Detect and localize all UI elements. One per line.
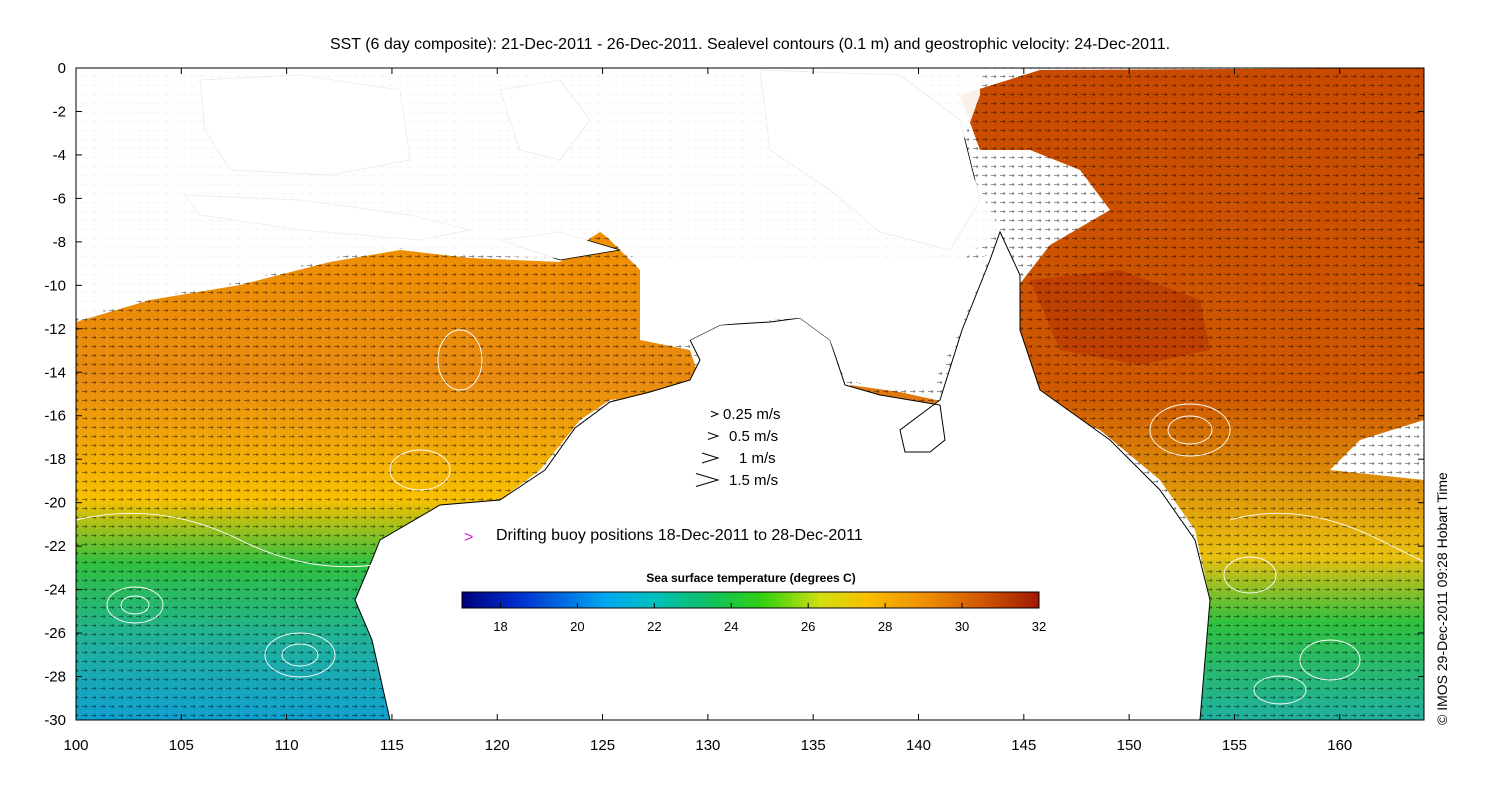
velocity-label-2: 1 m/s [739,450,776,467]
y-tick-label: -26 [44,625,66,642]
contour-eddy [1253,675,1307,705]
velocity-legend-arrow [707,432,720,440]
buoy-legend-label: Drifting buoy positions 18-Dec-2011 to 2… [496,527,863,544]
colorbar-tick-label: 18 [493,619,507,634]
x-tick-label: 100 [63,737,88,754]
x-tick-label: 105 [169,737,194,754]
y-tick-label: -24 [44,582,66,599]
contour-eddy [437,329,483,391]
colorbar-tick-label: 20 [570,619,584,634]
velocity-label-0: 0.25 m/s [723,406,781,423]
y-tick-label: -16 [44,408,66,425]
contour-eddy [1299,639,1361,681]
y-tick-label: -20 [44,495,66,512]
velocity-legend-arrows [695,410,720,487]
contour-eddy [389,449,451,491]
y-tick-label: -8 [53,234,66,251]
nodata-gulf [640,255,990,390]
colorbar-tick-label: 24 [724,619,738,634]
contour-line [1229,512,1436,568]
velocity-label-1: 0.5 m/s [729,428,779,445]
x-tick-label: 120 [485,737,510,754]
buoy-marker-icon: > [464,529,473,546]
x-tick-label: 130 [695,737,720,754]
velocity-legend-arrow [710,410,720,418]
colorbar-ticks: 18 20 22 24 26 28 30 32 [493,603,1046,634]
y-tick-label: -12 [44,321,66,338]
contour-eddy [264,632,336,678]
x-tick-label: 145 [1011,737,1036,754]
y-tick-label: -28 [44,669,66,686]
contour-eddy [281,643,319,667]
no-data-masks [76,68,1000,390]
contour-line [75,512,401,568]
y-tick-label: -30 [44,712,66,729]
contour-eddy [106,586,164,624]
colorbar-tick-label: 26 [801,619,815,634]
y-tick-label: -22 [44,538,66,555]
x-tick-label: 135 [801,737,826,754]
x-tick-label: 110 [275,737,299,754]
velocity-legend-arrow [701,452,720,464]
velocity-legend-arrow [695,473,720,487]
colorbar-tick-label: 32 [1032,619,1046,634]
y-tick-label: -4 [53,147,66,164]
y-tick-label: -18 [44,451,66,468]
x-tick-label: 125 [590,737,615,754]
credit-text: © IMOS 29-Dec-2011 09:28 Hobart Time [1434,472,1450,725]
colorbar-tick-label: 30 [955,619,969,634]
colorbar-tick-label: 28 [878,619,892,634]
contour-eddy [1223,556,1277,594]
map-title: SST (6 day composite): 21-Dec-2011 - 26-… [329,36,1171,53]
contour-eddy [1149,403,1231,457]
y-tick-label: -14 [44,364,66,381]
x-tick-label: 160 [1327,737,1352,754]
contour-eddy [1167,415,1213,445]
contour-eddy [120,595,150,615]
velocity-label-3: 1.5 m/s [729,472,779,489]
x-tick-label: 155 [1222,737,1247,754]
y-tick-label: -10 [44,277,66,294]
y-tick-label: 0 [58,60,66,77]
y-tick-label: -6 [53,190,66,207]
x-axis: 100 105 110 115 120 125 130 135 140 145 150 155 160 [63,68,1352,754]
sealevel-contours [75,329,1436,705]
plot-frame [75,67,1425,721]
y-tick-label: -2 [53,103,66,120]
colorbar [461,591,1040,609]
colorbar-tick-label: 22 [647,619,661,634]
x-tick-label: 140 [906,737,931,754]
colorbar-title: Sea surface temperature (degrees C) [646,571,856,585]
x-tick-label: 150 [1117,737,1142,754]
y-axis: 0 -2 -4 -6 -8 -10 -12 -14 -16 -18 -20 -22 -24 -26 -28 -… [44,60,1424,729]
nodata-north [76,68,1000,318]
x-tick-label: 115 [380,737,404,754]
